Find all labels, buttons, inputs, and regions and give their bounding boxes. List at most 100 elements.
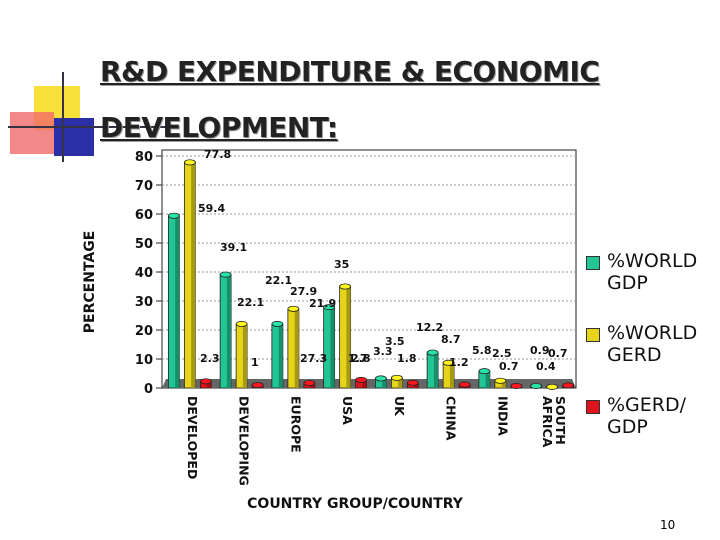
data-label: 12.2 [416,321,443,334]
bar-top [406,379,419,386]
decor-red-square [10,112,54,154]
y-tick-label: 30 [135,295,153,310]
data-label: 0.9 [530,344,550,357]
x-tick-label: CHINA [444,396,459,441]
bar-top [199,378,212,385]
bar-top [271,320,284,327]
data-label: 77.8 [204,148,231,161]
bar-top [303,380,316,387]
bar-shade [398,377,403,388]
data-label: 1.7 [348,352,368,365]
y-tick-label: 80 [135,150,153,165]
y-tick-label: 10 [135,353,153,368]
x-tick-label: EUROPE [288,396,303,453]
y-tick-label: 40 [135,266,153,281]
bar-top [355,376,368,383]
data-label: 27.9 [290,285,317,298]
bar-shade [330,307,335,388]
y-tick-label: 20 [135,324,153,339]
legend-label-world-gdp: %WORLD GDP [607,250,698,294]
x-tick-label: DEVELOPED [185,396,200,479]
legend-swatch-world-gdp [586,256,600,270]
bar-top [442,359,455,366]
slide-title: R&D EXPENDITURE & ECONOMIC DEVELOPMENT: [100,44,700,156]
bar-top [562,382,575,389]
data-label: 5.8 [472,344,492,357]
data-label: 35 [334,258,349,271]
bar-top [478,368,491,375]
data-label: 0.7 [548,347,568,360]
y-tick-label: 60 [135,208,153,223]
bar-top [374,375,387,382]
legend-label-world-gerd: %WORLD GERD [607,322,698,366]
data-label: 1.8 [397,352,417,365]
bar-shade [278,323,283,388]
data-label: 21.9 [309,297,336,310]
page-number: 10 [660,518,676,532]
bar-top [235,320,248,327]
bar-shade [294,308,299,388]
data-label: 22.1 [237,296,264,309]
bar-top [546,383,559,390]
bar-top [530,382,543,389]
x-tick-label: DEVELOPING [237,396,252,486]
x-tick-label: INDIA [495,396,510,436]
bar-shade [382,378,387,388]
plot-area: 0 10 20 30 40 50 60 70 80 DEVELOPED DEVELOPING EURO… [135,148,577,486]
data-label: 39.1 [220,241,247,254]
decor-horizontal-line [8,126,168,128]
data-label: 2.8 [351,352,371,365]
bar-shade [191,162,196,388]
x-tick-label: SOUTHAFRICA [540,396,568,448]
data-label: 27.3 [300,352,327,365]
data-label: 1 [251,356,259,369]
data-label: 22.1 [265,274,292,287]
decor-blue-square [54,118,94,156]
chart-floor [162,379,576,388]
bar-top [167,212,180,219]
data-label: 3.5 [385,335,405,348]
x-tick-label: USA [340,396,355,425]
legend-swatch-gerd-gdp [586,400,600,414]
bar-shade [501,380,506,388]
decor-vertical-line [62,72,64,162]
data-label: 8.7 [441,333,461,346]
bar-top [219,271,232,278]
bar-shade [242,323,248,388]
y-axis-label: PERCENTAGE [82,231,98,334]
bar-shade [207,381,212,388]
bar-top [494,377,507,384]
data-label: 0.7 [499,360,519,373]
legend-label-gerd-gdp: %GERD/ GDP [607,394,687,438]
bar-top [390,374,403,381]
data-label: 59.4 [198,202,225,215]
bar-shade [449,362,455,388]
data-label: 0.4 [536,360,556,373]
bar-top [251,382,264,389]
bar-shade [226,274,232,388]
bar-top [458,381,471,388]
y-tick-label: 70 [135,179,153,194]
title-line-1: R&D EXPENDITURE & ECONOMIC [100,55,600,88]
bar-top [426,349,439,356]
bar-shade [346,286,351,388]
data-label: 2.3 [200,352,220,365]
y-tick-label: 0 [144,382,153,397]
bar-shade [362,379,367,388]
x-tick-label: UK [392,396,407,417]
data-label: 2.5 [492,347,512,360]
bar-top [287,305,300,312]
legend-swatch-world-gerd [586,328,600,342]
bar-top [323,304,336,311]
title-line-2: DEVELOPMENT: [100,111,338,144]
bar-top [183,159,196,166]
bar-shade [485,371,490,388]
x-axis-label: COUNTRY GROUP/COUNTRY [247,496,464,512]
data-label: 3.3 [373,345,393,358]
bar-top [510,382,523,389]
y-tick-label: 50 [135,237,153,252]
data-label: 1.2 [449,356,469,369]
bar-shade [175,215,180,388]
bar-shade [433,352,439,388]
